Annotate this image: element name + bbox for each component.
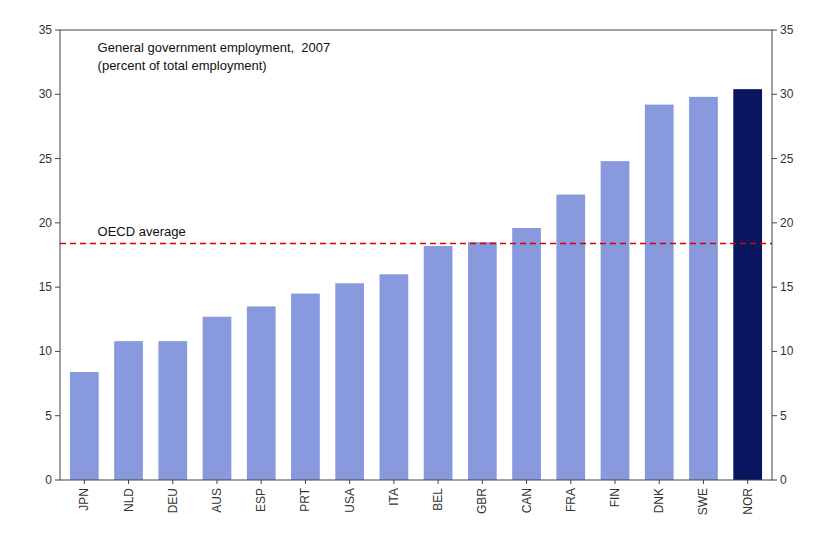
x-tick-label: AUS: [210, 488, 224, 513]
x-tick: [615, 480, 616, 484]
bar: [556, 195, 585, 480]
y-tick: [55, 351, 60, 352]
y2-tick: [772, 158, 777, 159]
annotation: (percent of total employment): [98, 58, 267, 73]
x-tick: [526, 480, 527, 484]
bar: [601, 161, 630, 480]
y-tick: [55, 158, 60, 159]
x-tick: [703, 480, 704, 484]
reference-line: [60, 243, 772, 245]
bar: [468, 242, 497, 480]
y-tick-label: 35: [39, 23, 53, 37]
x-tick-label: DEU: [166, 488, 180, 513]
x-tick: [128, 480, 129, 484]
y2-tick-label: 30: [780, 87, 794, 101]
y-tick: [55, 222, 60, 223]
bar: [158, 341, 187, 480]
y2-tick: [772, 30, 777, 31]
reference-label: OECD average: [98, 224, 186, 239]
y-tick-label: 25: [39, 152, 53, 166]
y2-tick: [772, 351, 777, 352]
bar: [203, 317, 232, 480]
x-tick: [349, 480, 350, 484]
y-tick-label: 0: [45, 473, 52, 487]
annotation: General government employment, 2007: [98, 40, 331, 55]
x-tick-label: CAN: [520, 488, 534, 513]
x-tick-label: JPN: [77, 488, 91, 511]
x-tick: [261, 480, 262, 484]
chart: 0 5 10 15 20 25 30 35 0 5 10 15 20 25 30 35 JPN NLD DEU AUS…: [0, 0, 832, 558]
x-tick: [570, 480, 571, 484]
bar: [645, 105, 674, 480]
y2-tick-label: 5: [780, 409, 787, 423]
bars: [60, 89, 772, 480]
y-tick: [55, 287, 60, 288]
y2-tick-label: 10: [780, 344, 794, 358]
x-tick-label: DNK: [652, 488, 666, 513]
y-tick: [55, 94, 60, 95]
y-tick-label: 15: [39, 280, 53, 294]
y2-tick-label: 25: [780, 152, 794, 166]
y-tick-label: 30: [39, 87, 53, 101]
y-tick-label: 5: [45, 409, 52, 423]
x-tick-label: ESP: [254, 488, 268, 512]
y-tick-label: 10: [39, 344, 53, 358]
y-tick: [55, 30, 60, 31]
y2-tick: [772, 94, 777, 95]
bar: [335, 283, 364, 480]
x-tick: [172, 480, 173, 484]
y2-tick: [772, 222, 777, 223]
x-tick: [84, 480, 85, 484]
x-tick-label: GBR: [475, 488, 489, 514]
y2-tick-label: 0: [780, 473, 787, 487]
x-tick-label: FIN: [608, 488, 622, 507]
bar: [247, 306, 276, 480]
x-tick: [305, 480, 306, 484]
x-tick-label: NLD: [122, 488, 136, 512]
bar: [70, 372, 99, 480]
x-tick-label: BEL: [431, 488, 445, 511]
y2-tick: [772, 415, 777, 416]
y2-tick: [772, 287, 777, 288]
bar: [114, 341, 143, 480]
x-tick: [659, 480, 660, 484]
x-tick-label: NOR: [741, 488, 755, 515]
x-tick-label: SWE: [696, 488, 710, 515]
x-tick: [216, 480, 217, 484]
bar: [689, 97, 718, 480]
y2-tick-label: 35: [780, 23, 794, 37]
bar: [512, 228, 541, 480]
x-tick: [747, 480, 748, 484]
bar: [291, 294, 320, 480]
y-tick-label: 20: [39, 216, 53, 230]
y2-tick: [772, 480, 777, 481]
y2-tick-label: 20: [780, 216, 794, 230]
bar: [380, 274, 409, 480]
x-tick: [482, 480, 483, 484]
x-tick: [438, 480, 439, 484]
x-tick: [393, 480, 394, 484]
bar: [424, 246, 453, 480]
x-tick-label: FRA: [564, 488, 578, 512]
y-tick: [55, 480, 60, 481]
frame: [60, 30, 772, 480]
bar: [733, 89, 762, 480]
y-tick: [55, 415, 60, 416]
x-tick-label: ITA: [387, 488, 401, 506]
y2-tick-label: 15: [780, 280, 794, 294]
x-tick-label: USA: [343, 488, 357, 513]
x-tick-label: PRT: [298, 487, 312, 511]
